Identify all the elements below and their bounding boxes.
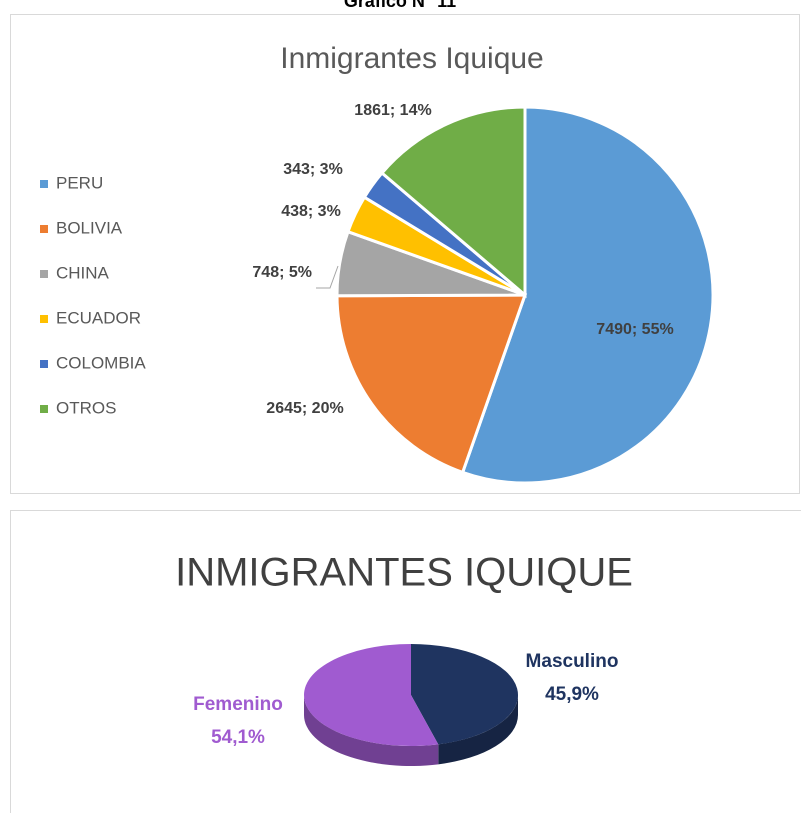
pie-slice	[379, 105, 527, 299]
data-label: 54,1%	[211, 727, 265, 748]
data-label: 438; 3%	[281, 203, 341, 220]
data-label: 1861; 14%	[354, 102, 431, 119]
pie-slice	[303, 644, 439, 746]
legend-label: OTROS	[56, 398, 116, 417]
data-label: 748; 5%	[252, 264, 312, 281]
data-label: 2645; 20%	[266, 400, 343, 417]
data-label: 7490; 55%	[596, 321, 673, 338]
legend-swatch	[40, 405, 48, 413]
data-label-name: Femenino	[193, 694, 283, 715]
chart-title: Inmigrantes Iquique	[280, 42, 544, 75]
legend-swatch	[40, 180, 48, 188]
slice-side	[438, 695, 518, 765]
legend-swatch	[40, 270, 48, 278]
pie-slice	[335, 293, 528, 475]
chart-title: INMIGRANTES IQUIQUE	[175, 551, 633, 595]
legend-label: ECUADOR	[56, 308, 141, 327]
legend-label: BOLIVIA	[56, 218, 123, 237]
data-label: 343; 3%	[283, 161, 343, 178]
legend-label: CHINA	[56, 263, 110, 282]
slice-side	[304, 695, 439, 767]
legend-swatch	[40, 360, 48, 368]
data-label-name: Masculino	[526, 651, 619, 672]
leader-line	[316, 265, 339, 289]
pie-slice	[411, 644, 518, 745]
figure-label: Gráfico N° 11	[344, 0, 456, 11]
legend-label: COLOMBIA	[56, 353, 146, 372]
chart-frame	[10, 510, 801, 813]
data-label: 45,9%	[545, 684, 599, 705]
legend-swatch	[40, 225, 48, 233]
legend-label: PERU	[56, 173, 103, 192]
legend-swatch	[40, 315, 48, 323]
